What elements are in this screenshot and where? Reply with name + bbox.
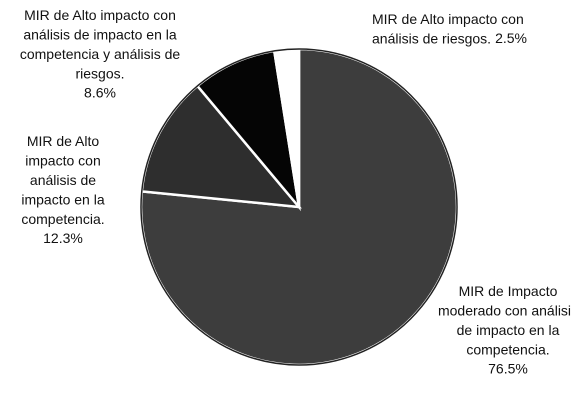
slice-label: MIR de Alto impacto con análisis de riesg… <box>372 11 524 47</box>
label-line: competencia y análisis de <box>20 46 181 62</box>
slice-label: MIR de Alto impacto con análisis de impacto… <box>21 133 104 227</box>
value-label: 2.5% <box>495 30 527 46</box>
label-line: análisis de <box>30 172 96 188</box>
label-line: MIR de Impacto <box>459 283 558 299</box>
label-line: impacto con <box>25 152 100 168</box>
label-line: MIR de Alto impacto con <box>372 11 524 27</box>
label-line: MIR de Alto <box>27 133 100 149</box>
label-line: análisis de riesgos. <box>372 30 491 46</box>
label-line: moderado con análisis <box>438 302 571 318</box>
value-label: 76.5% <box>488 361 528 377</box>
label-line: competencia. <box>21 211 104 227</box>
label-line: de impacto en la <box>457 322 560 338</box>
label-line: competencia. <box>466 341 549 357</box>
label-line: análisis de impacto en la <box>23 26 177 42</box>
pie-outline <box>140 48 458 366</box>
value-label: 8.6% <box>84 85 116 101</box>
label-line: riesgos. <box>75 65 124 81</box>
slice-label: MIR de Alto impacto con análisis de impac… <box>20 7 181 82</box>
slice-label: MIR de Impacto moderado con análisis de im… <box>438 283 571 358</box>
label-line: impacto en la <box>21 191 104 207</box>
value-label: 12.3% <box>43 230 83 246</box>
label-line: MIR de Alto impacto con <box>24 7 176 23</box>
